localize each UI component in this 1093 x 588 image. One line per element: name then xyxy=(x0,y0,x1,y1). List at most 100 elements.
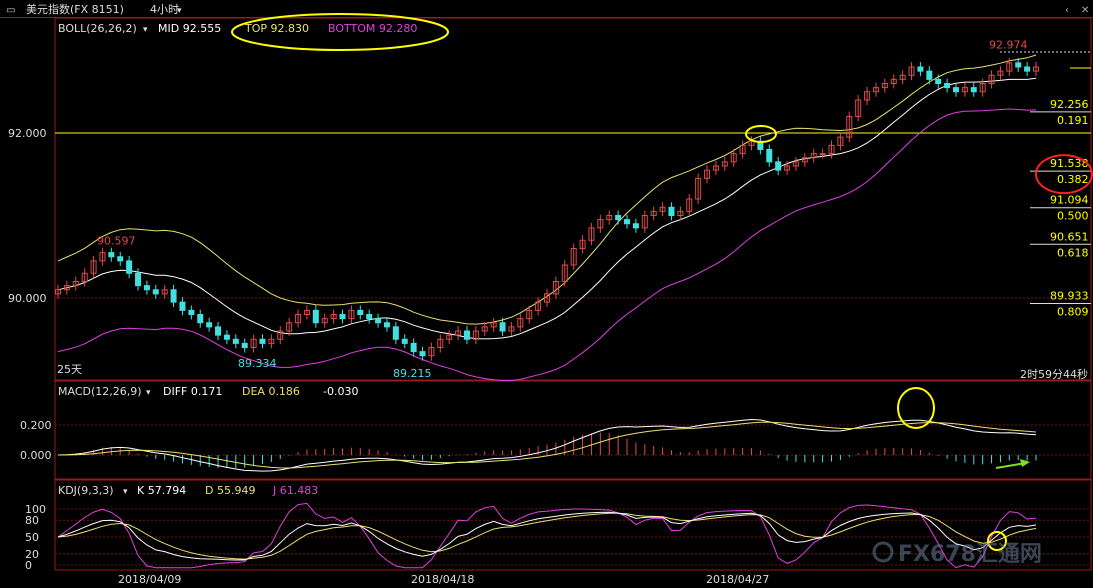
candle-body xyxy=(117,256,124,262)
candle-body xyxy=(588,227,595,241)
candle-body xyxy=(864,91,871,101)
candle-body xyxy=(401,338,408,344)
chevron-down-icon[interactable]: ▾ xyxy=(177,6,182,16)
chart-layers: 92.000 90.000 92.256 0.191 91.538 0.382 91.094… xyxy=(8,39,1093,586)
candle-body xyxy=(881,83,888,89)
chart-title: 美元指数(FX 8151) xyxy=(26,2,124,16)
candle-body xyxy=(241,342,248,348)
x-tick-label: 2018/04/18 xyxy=(411,573,474,586)
candle-body xyxy=(810,153,817,159)
candle-body xyxy=(1015,62,1022,68)
candle-body xyxy=(561,264,568,282)
candle-body xyxy=(99,252,106,262)
candle-body xyxy=(819,153,826,156)
period-selector[interactable]: 4小时 xyxy=(150,3,179,16)
candle-body xyxy=(1006,62,1013,72)
macd-chevron-icon[interactable]: ▾ xyxy=(146,388,151,398)
candle-body xyxy=(659,206,666,212)
annotation-circle-kdj xyxy=(987,531,1007,551)
fib-ratio-label: 0.382 xyxy=(1057,173,1089,186)
price-tick-label: 90.000 xyxy=(8,292,47,305)
macd-diff-label: DIFF 0.171 xyxy=(163,385,222,398)
candle-body xyxy=(792,161,799,167)
kdj-tick-label: 0 xyxy=(25,559,32,572)
candle-body xyxy=(730,153,737,163)
boll-indicator-label[interactable]: BOLL(26,26,2) xyxy=(58,22,137,35)
candle-body xyxy=(606,215,613,221)
annotation-circle-main xyxy=(745,125,777,143)
candle-body xyxy=(721,161,728,167)
restore-icon[interactable]: ▭ xyxy=(6,5,15,16)
candle-body xyxy=(846,116,853,138)
countdown: 2时59分44秒 xyxy=(1020,367,1088,381)
candle-body xyxy=(801,157,808,163)
candle-body xyxy=(686,198,693,212)
candle-body xyxy=(668,206,675,216)
macd-indicator-label[interactable]: MACD(12,26,9) xyxy=(58,385,142,398)
candle-body xyxy=(197,314,204,324)
candle-body xyxy=(872,87,879,93)
candle-body xyxy=(357,309,364,315)
candle-body xyxy=(366,314,373,320)
kdj-tick-label: 100 xyxy=(25,503,46,516)
boll-lower-line xyxy=(57,108,1037,382)
back-icon[interactable]: ‹ xyxy=(1065,5,1069,16)
candle-body xyxy=(463,330,470,340)
kdj-chevron-icon[interactable]: ▾ xyxy=(123,487,128,497)
candle-body xyxy=(348,309,355,320)
macd-dea-label: DEA 0.186 xyxy=(242,385,300,398)
boll-upper-line xyxy=(57,54,1037,325)
kdj-j-label: J 61.483 xyxy=(272,484,318,497)
candle-body xyxy=(979,83,986,93)
candle-body xyxy=(286,322,293,332)
price-annotation: 89.215 xyxy=(393,367,432,380)
watermark: FX678汇通网 xyxy=(872,541,1042,567)
candle-body xyxy=(535,301,542,311)
candle-body xyxy=(250,338,257,348)
candle-body xyxy=(126,260,133,274)
candle-body xyxy=(419,351,426,357)
candle-body xyxy=(775,161,782,171)
candle-body xyxy=(446,334,453,340)
fib-ratio-label: 0.500 xyxy=(1057,210,1089,223)
price-annotation: 92.974 xyxy=(989,39,1028,52)
annotation-circle-fib xyxy=(1035,154,1093,195)
candle-body xyxy=(312,309,319,324)
candle-body xyxy=(303,309,310,315)
candle-body xyxy=(1024,66,1031,72)
boll-mid-line xyxy=(57,77,1037,340)
candle-body xyxy=(179,301,186,311)
period-note: 25天 xyxy=(57,363,82,376)
candle-body xyxy=(597,219,604,229)
kdj-tick-label: 20 xyxy=(25,548,39,561)
candle-body xyxy=(650,210,657,216)
price-tick-label: 92.000 xyxy=(8,127,47,140)
candle-body xyxy=(961,87,968,93)
x-tick-label: 2018/04/09 xyxy=(118,573,181,586)
fib-ratio-label: 0.809 xyxy=(1057,306,1089,319)
candle-body xyxy=(472,330,479,340)
boll-top-label: TOP 92.830 xyxy=(244,22,309,35)
candle-body xyxy=(890,78,897,84)
candle-body xyxy=(570,248,577,266)
fib-price-label: 89.933 xyxy=(1050,290,1089,303)
candle-body xyxy=(997,70,1004,76)
kdj-indicator-label[interactable]: KDJ(9,3,3) xyxy=(58,484,114,497)
macd-tick-label: 0.200 xyxy=(20,419,52,432)
candle-body xyxy=(375,318,382,324)
macd-dea-line xyxy=(57,421,1037,469)
candle-body xyxy=(828,144,835,155)
boll-bottom-label: BOTTOM 92.280 xyxy=(328,22,417,35)
candle-body xyxy=(926,70,933,80)
kdj-d-label: D 55.949 xyxy=(205,484,255,497)
candle-body xyxy=(944,83,951,89)
fib-price-label: 90.651 xyxy=(1050,230,1089,243)
boll-chevron-icon[interactable]: ▾ xyxy=(143,25,148,35)
candle-body xyxy=(704,169,711,179)
candle-body xyxy=(232,338,239,344)
close-icon[interactable]: ✕ xyxy=(1081,5,1089,16)
watermark-text: FX678汇通网 xyxy=(898,542,1042,567)
arrow-shaft xyxy=(995,462,1027,469)
candle-body xyxy=(632,223,639,229)
candle-body xyxy=(490,322,497,328)
